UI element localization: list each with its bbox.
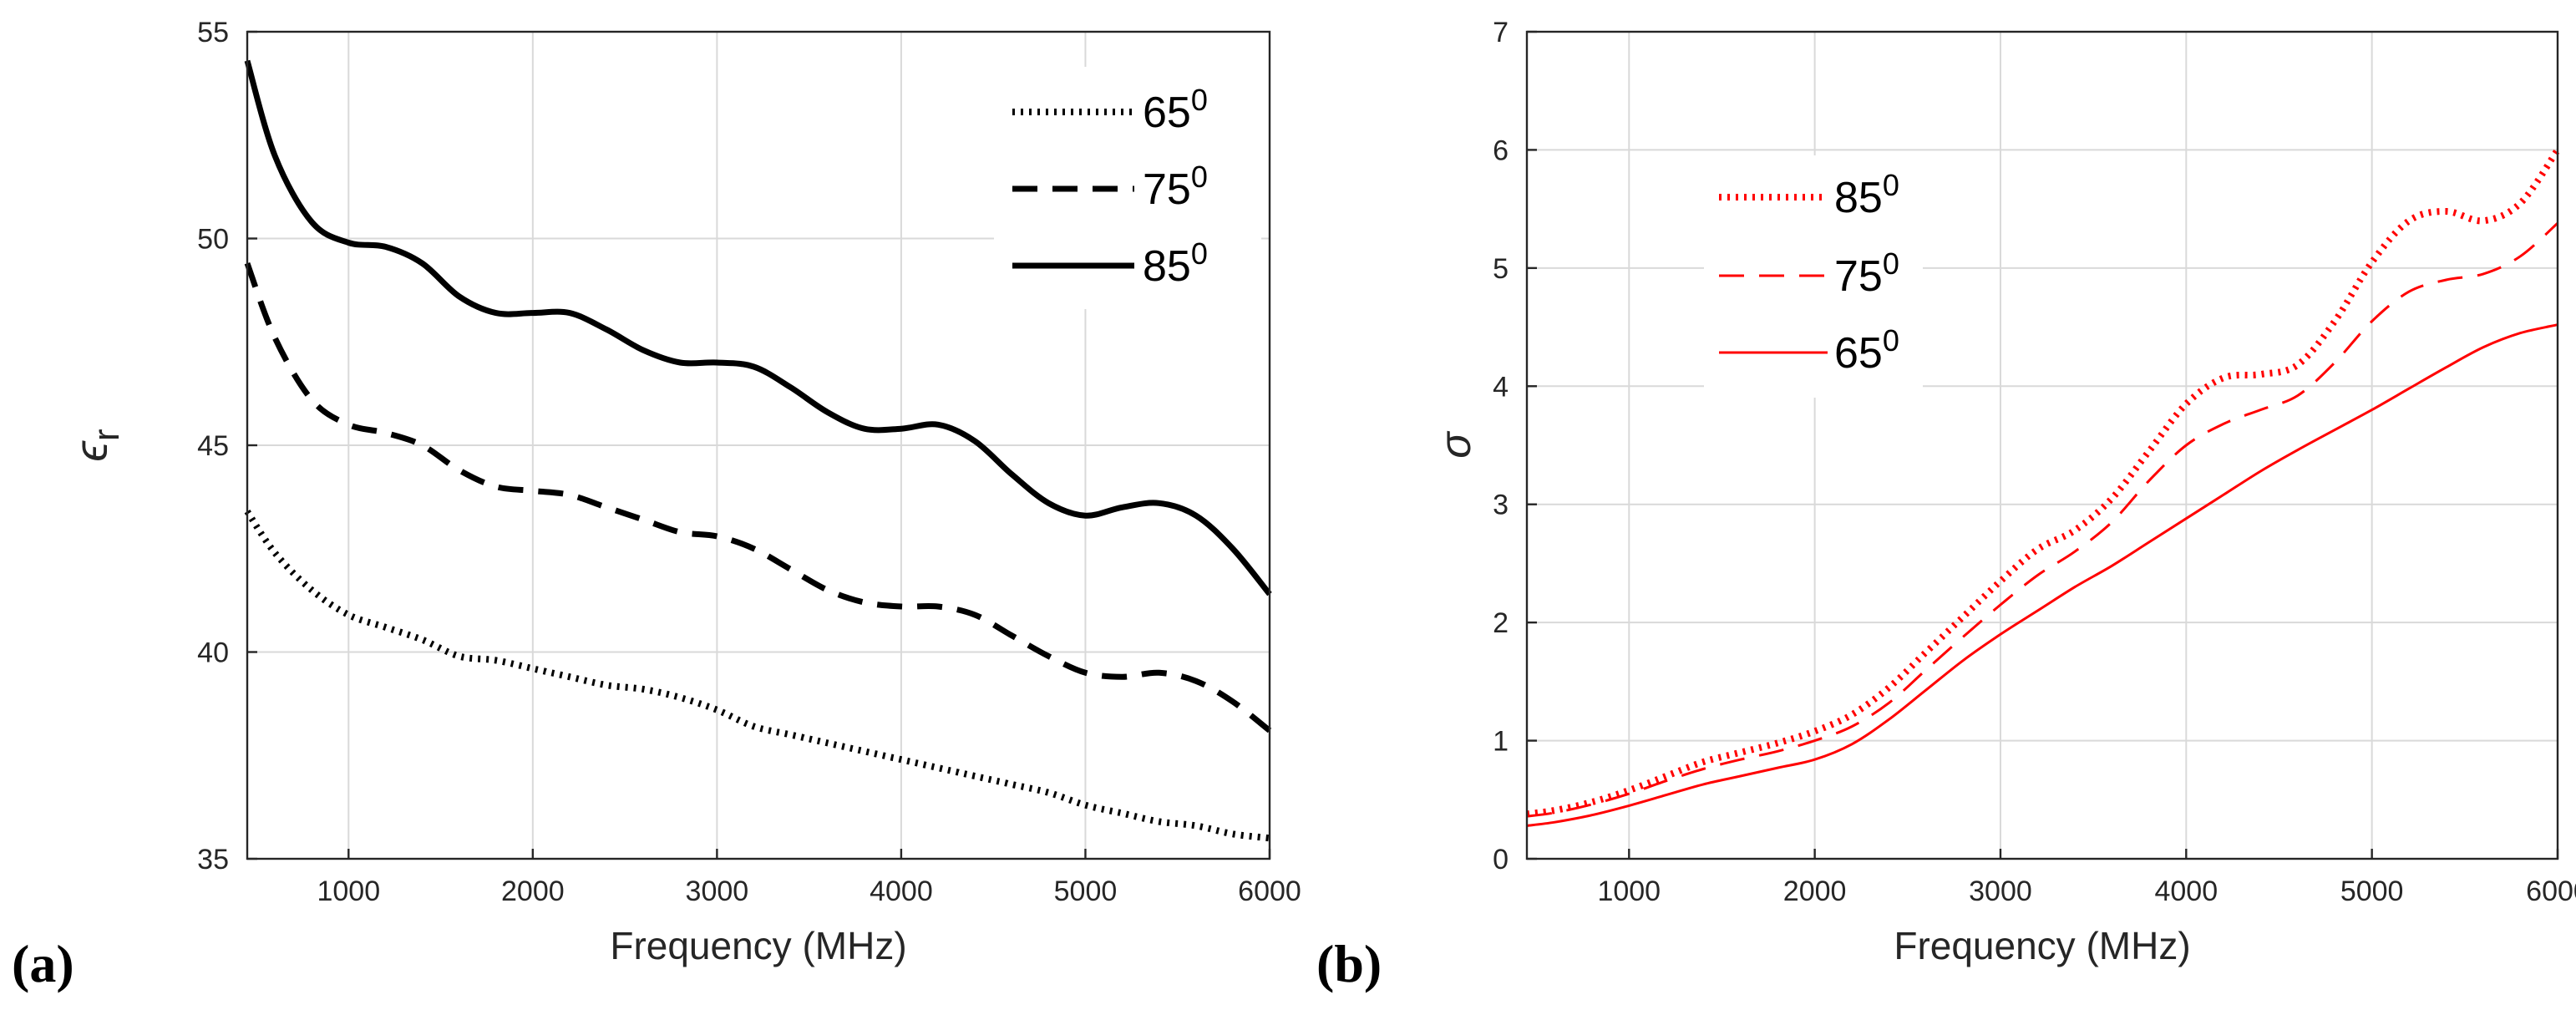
x-tick-label: 1000	[1597, 876, 1661, 907]
x-tick-label: 1000	[317, 876, 380, 907]
x-tick-label: 4000	[2154, 876, 2218, 907]
series-line-85	[244, 59, 1272, 596]
y-tick-label: 55	[197, 17, 229, 48]
series-line-65	[244, 509, 1270, 842]
panel-label: (a)	[12, 934, 74, 993]
legend-label-65: 650	[1143, 83, 1208, 137]
y-axis-label: σ	[1432, 431, 1480, 459]
y-tick-label: 1	[1493, 726, 1509, 758]
x-tick-label: 6000	[1238, 876, 1301, 907]
x-tick-label: 6000	[2526, 876, 2576, 907]
y-tick-label: 40	[197, 637, 229, 669]
legend: 850 750 650	[1704, 155, 1923, 398]
series-line-85	[1526, 148, 2561, 818]
y-axis-label: ϵr	[64, 429, 127, 461]
y-tick-label: 5	[1493, 253, 1509, 285]
y-tick-label: 0	[1493, 844, 1509, 876]
y-tick-label: 4	[1493, 371, 1509, 403]
legend-box	[994, 67, 1261, 309]
x-tick-label: 2000	[1783, 876, 1847, 907]
series-line-75	[1526, 221, 2558, 818]
y-tick-label: 35	[197, 844, 229, 876]
legend-label-85: 850	[1143, 236, 1208, 291]
x-axis-label: Frequency (MHz)	[610, 924, 906, 967]
x-tick-label: 2000	[501, 876, 565, 907]
series-line-75	[244, 261, 1272, 733]
x-tick-label: 5000	[2340, 876, 2404, 907]
legend-label-75: 750	[1143, 160, 1208, 214]
y-tick-label: 6	[1493, 134, 1509, 166]
series-line-65	[1526, 323, 2558, 827]
y-tick-label: 45	[197, 430, 229, 462]
x-tick-label: 4000	[870, 876, 933, 907]
x-tick-label: 3000	[1969, 876, 2032, 907]
panel-label: (b)	[1316, 934, 1382, 993]
chart-panel-a: 1000 2000 3000 4000 5000 6000 35 40 45 50 55 Freque…	[12, 17, 1301, 993]
legend: 650 750 850	[994, 67, 1261, 309]
y-tick-label: 50	[197, 224, 229, 256]
y-tick-label: 7	[1493, 17, 1509, 48]
x-tick-label: 5000	[1054, 876, 1118, 907]
y-tick-label: 3	[1493, 490, 1509, 521]
chart-panel-b: 1000 2000 3000 4000 5000 6000 0 1 2 3 4 5 6 7 Frequenc…	[1316, 17, 2576, 993]
legend-label-85: 850	[1834, 168, 1899, 222]
x-axis-label: Frequency (MHz)	[1894, 924, 2190, 967]
x-tick-label: 3000	[686, 876, 749, 907]
axes-box	[1525, 30, 2559, 860]
legend-label-65: 650	[1834, 323, 1899, 378]
legend-label-75: 750	[1834, 246, 1899, 301]
y-tick-label: 2	[1493, 607, 1509, 639]
